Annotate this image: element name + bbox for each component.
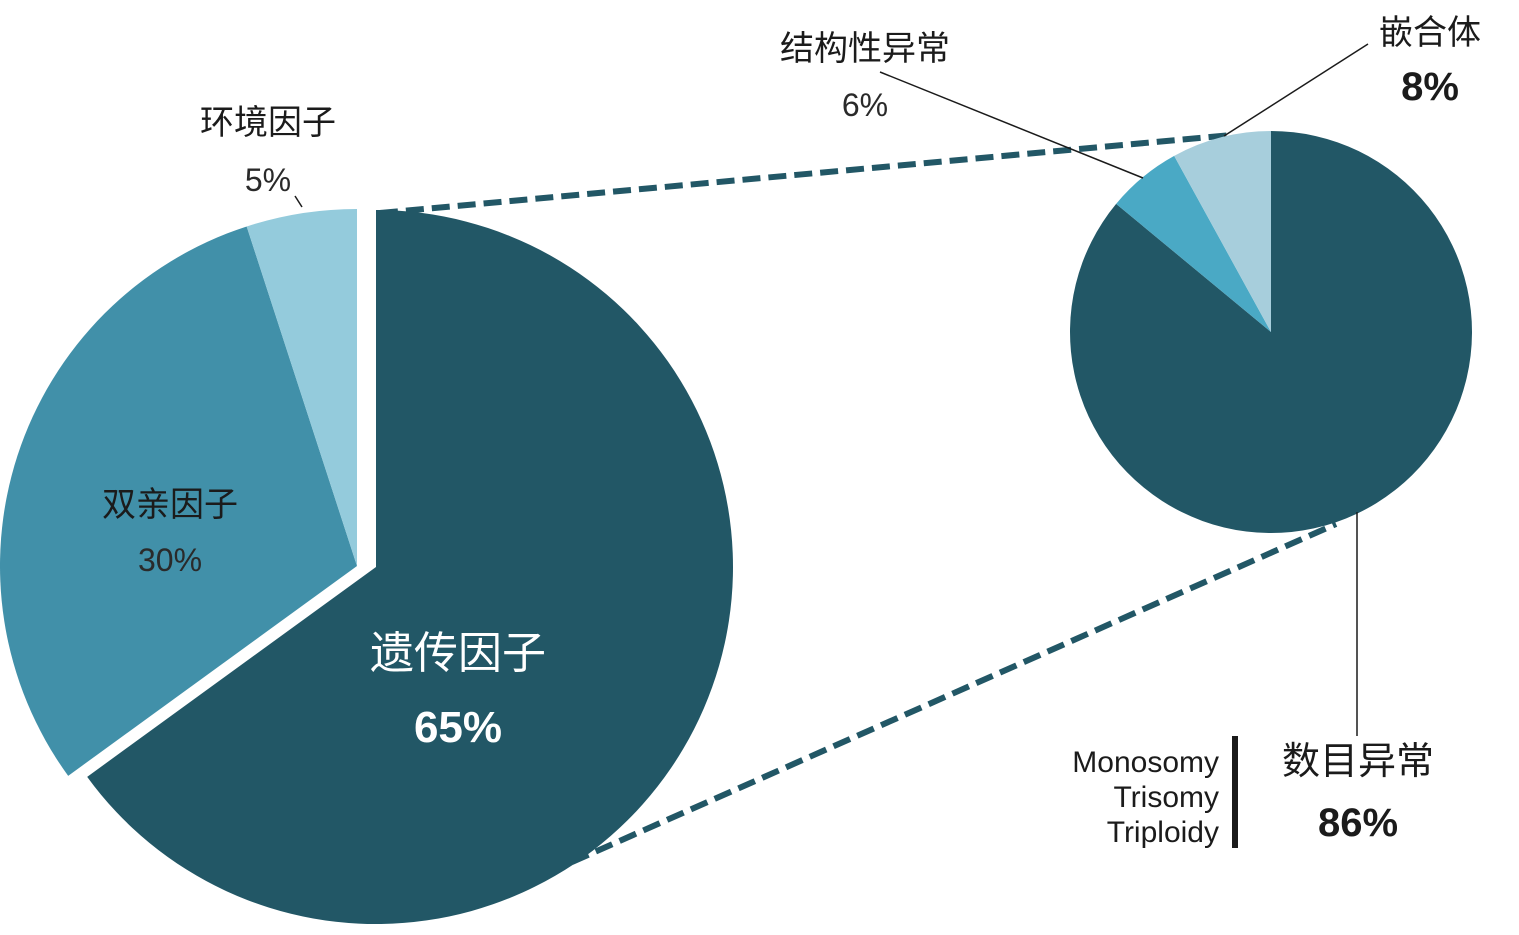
label-numeric-pct: 86% (1318, 801, 1398, 845)
label-structural-pct: 6% (842, 87, 888, 123)
label-mosaic-name: 嵌合体 (1379, 13, 1481, 53)
label-environment-name: 环境因子 (200, 103, 336, 143)
connector-top (379, 132, 1233, 216)
main-pie-slice-0 (87, 210, 733, 924)
label-structural-name: 结构性异常 (780, 29, 950, 69)
main-pie-slice-2 (246, 209, 357, 566)
leader-structural (879, 71, 1144, 179)
label-numeric-name: 数目异常 (1282, 739, 1434, 783)
label-parental-name: 双亲因子 (102, 485, 238, 525)
leader-mosaic (1223, 43, 1369, 137)
leader-environment (294, 195, 303, 208)
subtype-trisomy: Trisomy (1113, 781, 1219, 814)
detail-pie-slice-1 (1116, 155, 1271, 332)
label-mosaic-pct: 8% (1401, 65, 1459, 109)
leader-lines (294, 43, 1369, 736)
label-genetic-name: 遗传因子 (370, 628, 546, 679)
main-pie-slice-1 (0, 226, 357, 776)
main-pie (0, 209, 733, 924)
detail-pie-slice-0 (1070, 131, 1473, 533)
label-genetic-pct: 65% (414, 703, 502, 752)
connector-lines (379, 132, 1338, 865)
subtype-monosomy: Monosomy (1072, 746, 1219, 779)
detail-pie-slice-2 (1174, 131, 1271, 332)
label-environment-pct: 5% (245, 162, 291, 198)
label-parental-pct: 30% (138, 542, 202, 578)
detail-pie (1070, 131, 1473, 533)
connector-bottom (570, 521, 1338, 865)
subtype-triploidy: Triploidy (1107, 816, 1219, 849)
